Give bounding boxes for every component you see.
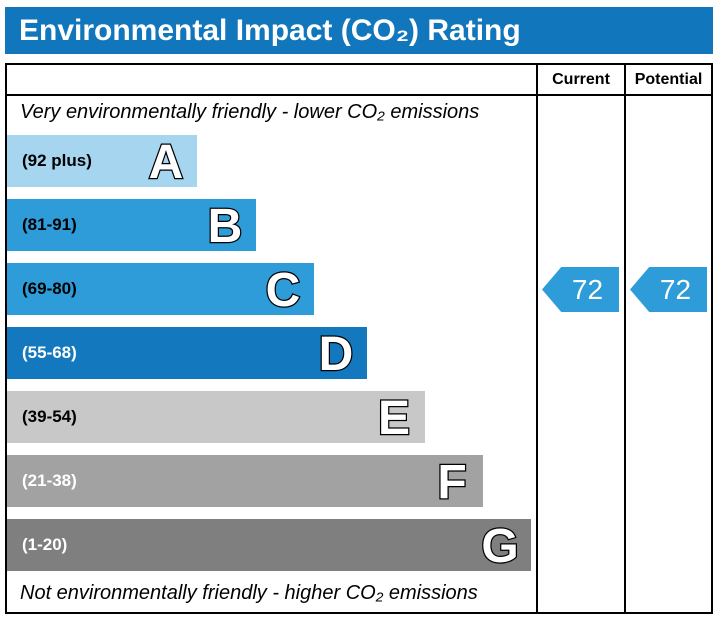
current-rating-arrow: 72 <box>542 267 619 312</box>
band-letter-icon: E <box>377 391 412 444</box>
band-row-c: (69-80) C <box>7 257 536 321</box>
current-rating-value: 72 <box>571 273 604 305</box>
band-letter: B <box>207 200 242 252</box>
page-title: Environmental Impact (CO₂) Rating <box>5 7 713 54</box>
top-note: Very environmentally friendly - lower CO… <box>20 101 480 123</box>
band-letter-icon: B <box>206 199 243 252</box>
band-row-a: (92 plus) A <box>7 129 536 193</box>
bottom-note: Not environmentally friendly - higher CO… <box>20 582 478 604</box>
band-range-label: (69-80) <box>22 279 77 298</box>
band-letter-icon: C <box>264 263 301 316</box>
band-bar-e: (39-54) E <box>7 391 425 444</box>
band-letter: D <box>318 328 353 380</box>
band-range-label: (92 plus) <box>22 151 92 170</box>
band-letter-icon: F <box>436 455 468 508</box>
band-range-label: (39-54) <box>22 407 77 426</box>
potential-column: 72 <box>624 96 711 612</box>
potential-rating-value: 72 <box>659 273 692 305</box>
band-range-label: (21-38) <box>22 471 77 490</box>
band-bar-a: (92 plus) A <box>7 135 198 188</box>
bands-column: Very environmentally friendly - lower CO… <box>7 96 536 612</box>
band-row-g: (1-20) G <box>7 513 536 577</box>
band-bar-g: (1-20) G <box>7 519 531 572</box>
band-range-label: (55-68) <box>22 343 77 362</box>
band-letter: C <box>265 264 300 316</box>
potential-column-header: Potential <box>624 65 711 96</box>
band-row-f: (21-38) F <box>7 449 536 513</box>
band-list: (92 plus) A (81-91) B (69-80) C (55-68) D (39-54… <box>7 129 536 577</box>
band-letter: A <box>149 136 184 188</box>
band-row-e: (39-54) E <box>7 385 536 449</box>
header-spacer <box>7 65 536 96</box>
band-bar-f: (21-38) F <box>7 455 484 508</box>
band-bar-b: (81-91) B <box>7 199 256 252</box>
band-bar-d: (55-68) D <box>7 327 367 380</box>
band-letter: E <box>378 392 410 444</box>
current-column-header: Current <box>536 65 624 96</box>
band-range-label: (1-20) <box>22 535 68 554</box>
band-letter: F <box>437 456 466 508</box>
band-letter-icon: D <box>317 327 354 380</box>
band-row-b: (81-91) B <box>7 193 536 257</box>
band-letter: G <box>481 520 518 572</box>
band-row-d: (55-68) D <box>7 321 536 385</box>
potential-rating-arrow: 72 <box>630 267 707 312</box>
band-bar-c: (69-80) C <box>7 263 314 316</box>
band-letter-icon: G <box>480 519 520 572</box>
band-letter-icon: A <box>148 135 185 188</box>
current-column: 72 <box>536 96 624 612</box>
band-range-label: (81-91) <box>22 215 77 234</box>
chart-area: Current Potential Very environmentally f… <box>5 63 713 614</box>
